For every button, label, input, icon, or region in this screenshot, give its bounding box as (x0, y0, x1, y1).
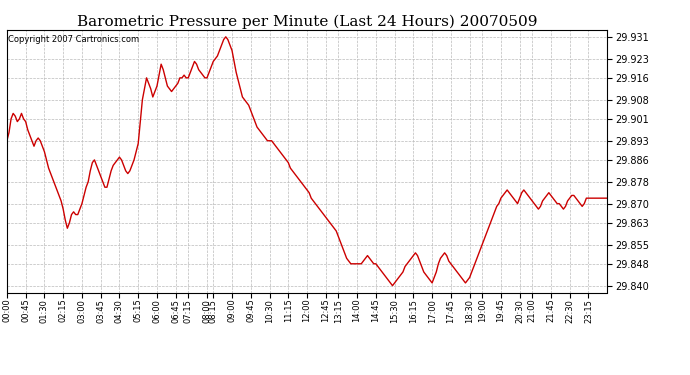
Title: Barometric Pressure per Minute (Last 24 Hours) 20070509: Barometric Pressure per Minute (Last 24 … (77, 15, 538, 29)
Text: Copyright 2007 Cartronics.com: Copyright 2007 Cartronics.com (8, 35, 139, 44)
